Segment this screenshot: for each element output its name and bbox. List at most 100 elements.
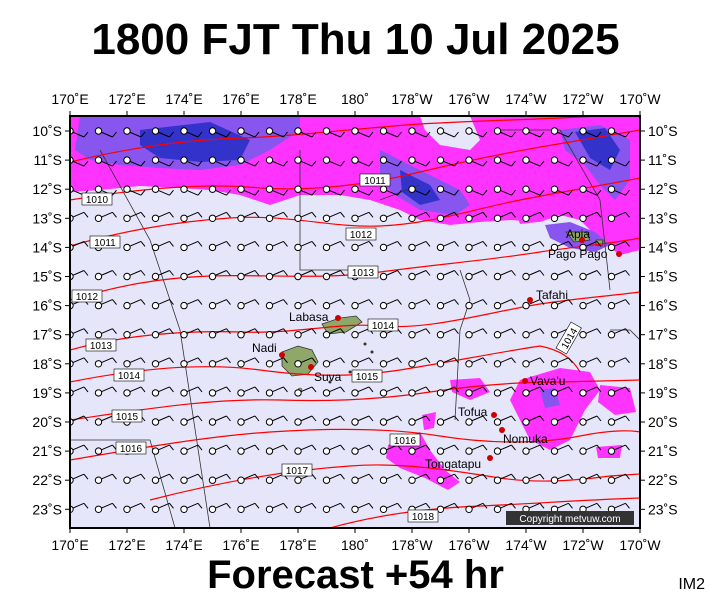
wind-station: [465, 299, 488, 310]
wind-station: [436, 357, 459, 368]
wind-station: [151, 127, 174, 138]
wind-station: [436, 156, 459, 167]
wind-station: [294, 270, 317, 281]
wind-station: [522, 211, 545, 223]
wind-station: [408, 386, 431, 397]
wind-station: [522, 240, 545, 252]
wind-station: [294, 444, 317, 455]
product-code: IM2: [678, 576, 705, 593]
lat-label-right: 20˚S: [648, 414, 678, 430]
wind-station: [522, 415, 545, 426]
lon-label-bottom: 176˚E: [222, 537, 259, 553]
lon-label-top: 172˚E: [108, 91, 145, 107]
lon-label-bottom: 172˚E: [108, 537, 145, 553]
wind-station: [436, 299, 459, 310]
wind-station: [94, 299, 117, 310]
isobar-label: 1013: [352, 268, 375, 279]
wind-station: [379, 386, 402, 397]
wind-station: [408, 156, 431, 167]
wind-station: [465, 473, 488, 484]
wind-station: [123, 357, 146, 368]
wind-station: [265, 357, 288, 368]
wind-station: [294, 502, 317, 513]
wind-station: [180, 240, 203, 252]
wind-station: [151, 415, 174, 426]
wind-station: [550, 185, 573, 196]
wind-station: [294, 357, 317, 368]
wind-station: [322, 270, 345, 281]
wind-station: [408, 357, 431, 368]
lat-label-left: 15˚S: [32, 269, 62, 285]
wind-station: [579, 415, 602, 426]
wind-station: [408, 127, 431, 138]
lat-label-left: 14˚S: [32, 239, 62, 255]
wind-station: [465, 185, 488, 196]
wind-station: [237, 386, 260, 397]
wind-station: [322, 127, 345, 138]
lon-label-bottom: 172˚W: [562, 537, 604, 553]
wind-station: [351, 240, 374, 252]
wind-station: [322, 211, 345, 223]
wind-station: [180, 328, 203, 339]
wind-station: [550, 240, 573, 252]
wind-station: [237, 502, 260, 513]
wind-station: [493, 502, 516, 513]
wind-station: [493, 127, 516, 138]
lon-label-bottom: 174˚W: [505, 537, 547, 553]
wind-station: [351, 502, 374, 513]
wind-station: [180, 211, 203, 223]
wind-station: [123, 386, 146, 397]
isobar-label: 1012: [350, 230, 373, 241]
wind-station: [579, 211, 602, 223]
wind-station: [607, 444, 630, 455]
wind-station: [322, 473, 345, 484]
wind-station: [522, 386, 545, 397]
wind-station: [493, 185, 516, 196]
wind-station: [465, 502, 488, 513]
wind-station: [579, 240, 602, 252]
wind-station: [579, 270, 602, 281]
isobar-label: 1012: [76, 292, 99, 303]
lon-axis-top: 170˚E 172˚E 174˚E 176˚E 178˚E 180˚ 178˚W 176˚W 1…: [51, 91, 661, 107]
wind-station: [265, 270, 288, 281]
wind-station: [265, 328, 288, 339]
place-tafahi: Tafahi: [536, 288, 568, 302]
wind-station: [322, 185, 345, 196]
lat-label-right: 10˚S: [648, 123, 678, 139]
wind-station: [94, 156, 117, 167]
wind-station: [265, 211, 288, 223]
isobar-label: 1013: [90, 341, 113, 352]
wind-station: [94, 386, 117, 397]
wind-station: [408, 415, 431, 426]
wind-station: [322, 328, 345, 339]
isobar-label: 1015: [116, 412, 139, 423]
lat-label-right: 23˚S: [648, 501, 678, 517]
lon-label-bottom: 170˚W: [619, 537, 661, 553]
wind-station: [237, 240, 260, 252]
isobar-label-box: [81, 192, 113, 206]
wind-station: [208, 185, 231, 196]
wind-station: [351, 127, 374, 138]
wind-station: [265, 386, 288, 397]
isobar-label: 1016: [120, 444, 143, 455]
wind-station: [436, 444, 459, 455]
wind-station: [151, 299, 174, 310]
wind-station: [607, 502, 630, 513]
place-vavau: Vava'u: [530, 374, 565, 388]
lon-label-top: 174˚E: [165, 91, 202, 107]
wind-station: [94, 473, 117, 484]
wind-station: [265, 444, 288, 455]
wind-station: [208, 386, 231, 397]
wind-station: [522, 299, 545, 310]
lon-label-top: 170˚W: [619, 91, 661, 107]
wind-station: [265, 240, 288, 252]
wind-station: [237, 415, 260, 426]
wind-station: [493, 473, 516, 484]
wind-station: [351, 328, 374, 339]
wind-station: [579, 444, 602, 455]
place-tongatapu: Tongatapu: [425, 457, 481, 471]
lat-label-left: 18˚S: [32, 356, 62, 372]
wind-station: [208, 211, 231, 223]
wind-station: [579, 328, 602, 339]
wind-station: [123, 127, 146, 138]
